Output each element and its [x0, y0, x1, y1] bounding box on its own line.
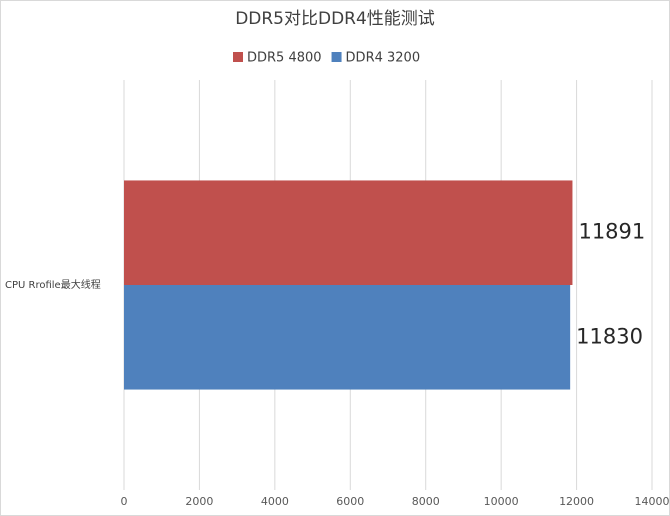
value-label: 11830 [576, 324, 643, 348]
x-tick-label: 10000 [484, 495, 519, 508]
legend-label: DDR5 4800 [247, 51, 322, 66]
x-tick-label: 12000 [559, 495, 594, 508]
bar [124, 180, 573, 285]
x-tick-label: 4000 [261, 495, 289, 508]
chart-title: DDR5对比DDR4性能测试 [235, 9, 435, 29]
legend-swatch [233, 52, 243, 62]
bar [124, 285, 571, 390]
legend-label: DDR4 3200 [346, 51, 421, 66]
x-tick-label: 2000 [185, 495, 213, 508]
legend-swatch [331, 52, 342, 62]
x-tick-label: 6000 [336, 495, 364, 508]
y-tick-label: CPU Rrofile最大线程 [5, 278, 101, 291]
x-tick-label: 8000 [412, 495, 440, 508]
value-label: 11891 [578, 220, 645, 244]
x-tick-label: 14000 [635, 495, 670, 508]
x-tick-label: 0 [121, 495, 128, 508]
